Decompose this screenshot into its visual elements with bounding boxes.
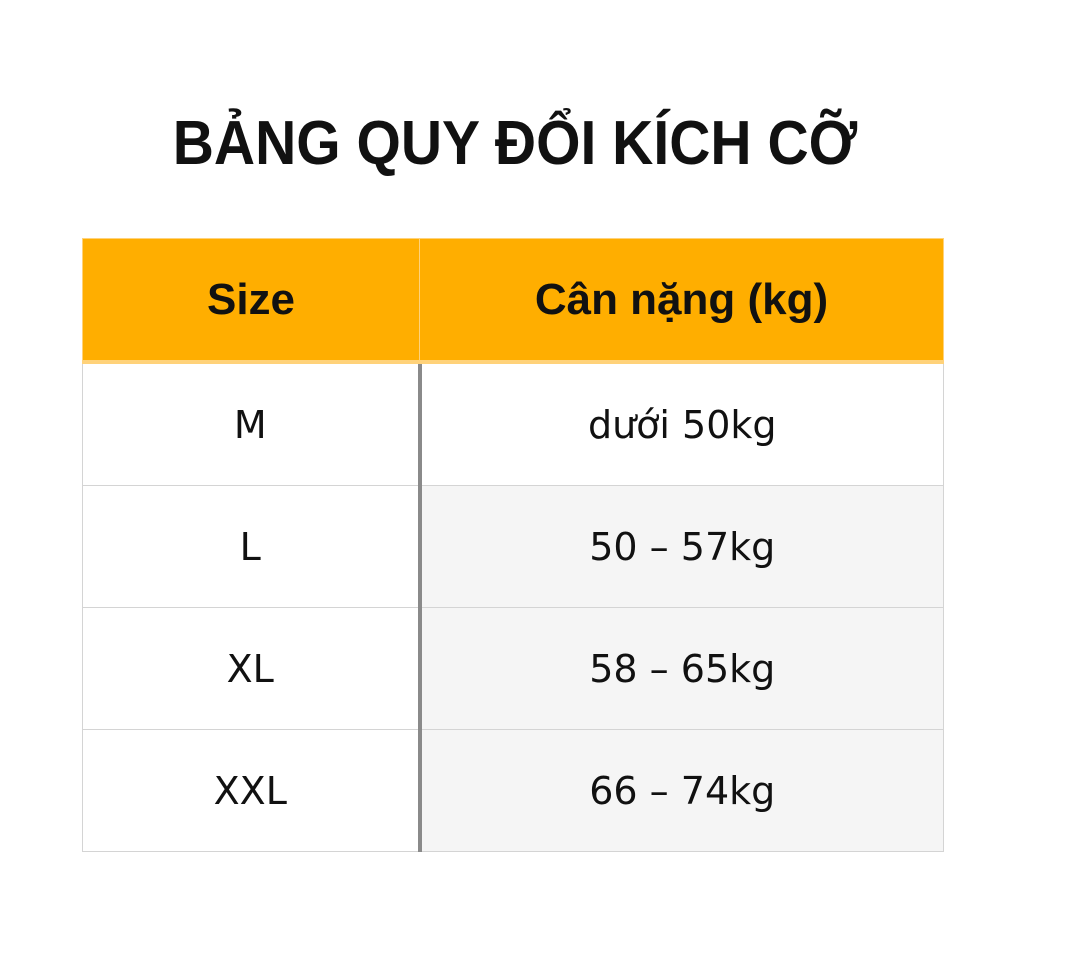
table-row: L 50 – 57kg xyxy=(82,485,944,608)
cell-weight: 66 – 74kg xyxy=(419,729,944,852)
table-row: XL 58 – 65kg xyxy=(82,607,944,730)
cell-size: XL xyxy=(82,607,422,730)
cell-size: L xyxy=(82,485,422,608)
header-weight: Cân nặng (kg) xyxy=(419,238,944,364)
page-title: BẢNG QUY ĐỔI KÍCH CỠ xyxy=(172,109,858,178)
table-row: M dưới 50kg xyxy=(82,361,944,486)
size-chart-table: Size Cân nặng (kg) M dưới 50kg L 50 – 57… xyxy=(82,238,944,852)
cell-size: XXL xyxy=(82,729,422,852)
table-row: XXL 66 – 74kg xyxy=(82,729,944,852)
cell-weight: 50 – 57kg xyxy=(419,485,944,608)
cell-weight: dưới 50kg xyxy=(419,361,944,486)
cell-weight: 58 – 65kg xyxy=(419,607,944,730)
cell-size: M xyxy=(82,361,422,486)
table-header-row: Size Cân nặng (kg) xyxy=(82,238,944,364)
header-size: Size xyxy=(82,238,420,364)
